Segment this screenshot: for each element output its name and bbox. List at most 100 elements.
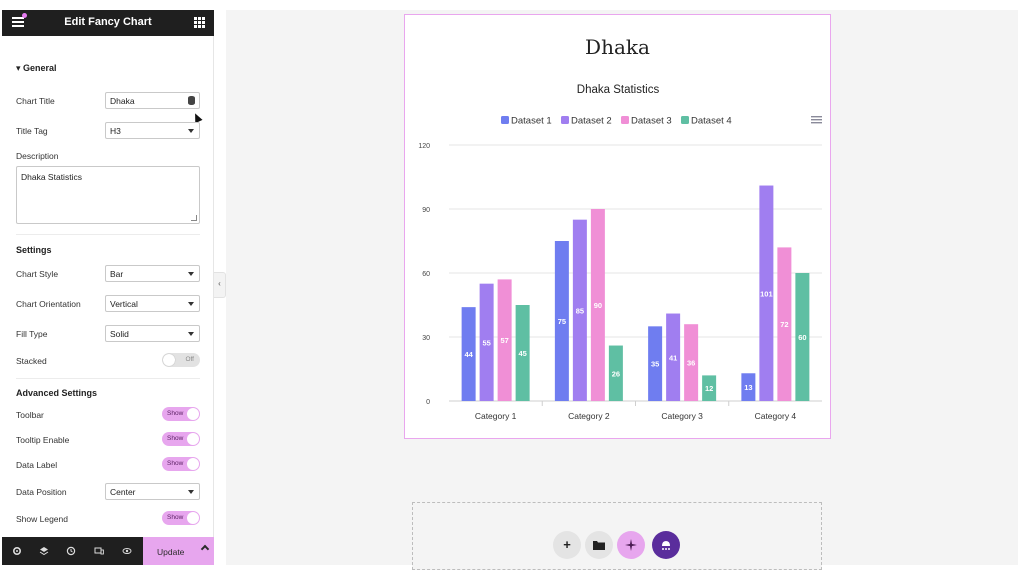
section-advanced: Advanced Settings bbox=[16, 388, 98, 398]
chart-style-label: Chart Style bbox=[16, 269, 59, 279]
tooltip-toggle[interactable]: Show bbox=[162, 432, 200, 446]
toolbar-label: Toolbar bbox=[16, 410, 44, 420]
data-label: 35 bbox=[651, 360, 659, 369]
chart-orientation-value: Vertical bbox=[110, 299, 138, 309]
bar bbox=[461, 307, 476, 401]
fill-type-label: Fill Type bbox=[16, 329, 48, 339]
chart-title: Dhaka Statistics bbox=[577, 84, 660, 96]
stacked-state: Off bbox=[185, 356, 194, 363]
y-tick-label: 90 bbox=[422, 207, 430, 214]
section-settings: Settings bbox=[16, 245, 52, 255]
panel-title: Edit Fancy Chart bbox=[64, 16, 152, 28]
y-tick-label: 60 bbox=[422, 271, 430, 278]
tooltip-label: Tooltip Enable bbox=[16, 435, 70, 445]
y-tick-label: 30 bbox=[422, 335, 430, 342]
chart-menu-icon bbox=[811, 119, 822, 121]
data-label-toggle[interactable]: Show bbox=[162, 457, 200, 471]
x-tick-label: Category 2 bbox=[568, 411, 610, 421]
stacked-toggle[interactable]: Off bbox=[162, 353, 200, 367]
x-tick-label: Category 1 bbox=[475, 411, 517, 421]
eye-icon[interactable] bbox=[122, 546, 132, 556]
toggle-knob bbox=[187, 458, 199, 470]
chart-menu-icon bbox=[811, 116, 822, 118]
sparkle-icon bbox=[625, 539, 637, 551]
data-label: 41 bbox=[669, 353, 677, 362]
bar bbox=[554, 241, 569, 401]
title-tag-select[interactable]: H3 bbox=[105, 122, 200, 139]
resize-handle-icon[interactable] bbox=[191, 215, 197, 221]
elementor-kit-button[interactable] bbox=[652, 531, 680, 559]
data-position-value: Center bbox=[110, 487, 136, 497]
legend-swatch bbox=[501, 116, 509, 124]
bar bbox=[795, 273, 810, 401]
add-section-dropzone[interactable] bbox=[412, 502, 822, 570]
fancy-chart-widget[interactable]: Dhaka Dhaka Statistics Dataset 1 Dataset 2… bbox=[404, 14, 831, 439]
y-tick-label: 120 bbox=[418, 143, 430, 150]
chart-title-value: Dhaka bbox=[110, 96, 135, 106]
ai-button[interactable] bbox=[617, 531, 645, 559]
section-general[interactable]: ▾ General bbox=[16, 63, 57, 73]
update-label: Update bbox=[157, 547, 185, 557]
grid-icon[interactable] bbox=[194, 17, 205, 28]
data-label-state: Show bbox=[167, 460, 184, 467]
divider bbox=[16, 378, 200, 379]
description-textarea[interactable]: Dhaka Statistics bbox=[16, 166, 200, 224]
bar bbox=[702, 375, 717, 401]
chart-title-input[interactable]: Dhaka bbox=[105, 92, 200, 109]
bar bbox=[608, 345, 623, 401]
bar bbox=[572, 219, 587, 401]
history-icon[interactable] bbox=[66, 546, 76, 556]
legend-swatch bbox=[561, 116, 569, 124]
show-legend-state: Show bbox=[167, 514, 184, 521]
add-section-button[interactable]: + bbox=[553, 531, 581, 559]
bar bbox=[759, 185, 774, 401]
data-label: 90 bbox=[594, 301, 602, 310]
data-position-select[interactable]: Center bbox=[105, 483, 200, 500]
fill-type-select[interactable]: Solid bbox=[105, 325, 200, 342]
data-label: 12 bbox=[705, 384, 713, 393]
show-legend-label: Show Legend bbox=[16, 514, 68, 524]
chart-orientation-label: Chart Orientation bbox=[16, 299, 81, 309]
bar bbox=[684, 324, 699, 401]
folder-icon bbox=[593, 541, 605, 550]
description-label: Description bbox=[16, 151, 59, 161]
bar bbox=[777, 247, 792, 401]
chevron-up-icon[interactable] bbox=[200, 544, 210, 554]
settings-icon[interactable] bbox=[12, 546, 22, 556]
database-icon[interactable] bbox=[188, 96, 195, 105]
x-tick-label: Category 4 bbox=[755, 411, 797, 421]
tooltip-state: Show bbox=[167, 435, 184, 442]
layers-icon[interactable] bbox=[39, 546, 49, 556]
bar bbox=[497, 279, 512, 401]
toggle-knob bbox=[187, 512, 199, 524]
bar-chart: Dhaka Statistics Dataset 1 Dataset 2 Datase… bbox=[418, 84, 822, 421]
chart-style-value: Bar bbox=[110, 269, 124, 279]
description-value: Dhaka Statistics bbox=[21, 172, 82, 182]
bar bbox=[666, 313, 681, 401]
add-template-button[interactable] bbox=[585, 531, 613, 559]
update-button[interactable]: Update bbox=[143, 537, 214, 565]
divider bbox=[16, 234, 200, 235]
data-label: 101 bbox=[760, 289, 773, 298]
collapse-panel-button[interactable]: ‹ bbox=[214, 272, 226, 298]
legend-swatch bbox=[621, 116, 629, 124]
bar bbox=[590, 209, 605, 401]
bar bbox=[741, 373, 756, 401]
bar bbox=[479, 283, 494, 401]
chart-orientation-select[interactable]: Vertical bbox=[105, 295, 200, 312]
y-tick-label: 0 bbox=[426, 399, 430, 406]
responsive-icon[interactable] bbox=[94, 546, 104, 556]
toolbar-toggle[interactable]: Show bbox=[162, 407, 200, 421]
title-tag-label: Title Tag bbox=[16, 126, 48, 136]
menu-icon[interactable] bbox=[12, 17, 24, 27]
chart-style-select[interactable]: Bar bbox=[105, 265, 200, 282]
data-label: 26 bbox=[612, 369, 620, 378]
show-legend-toggle[interactable]: Show bbox=[162, 511, 200, 525]
fill-type-value: Solid bbox=[110, 329, 129, 339]
section-general-label: General bbox=[23, 63, 57, 73]
data-label: 36 bbox=[687, 359, 695, 368]
legend-label: Dataset 2 bbox=[571, 116, 612, 127]
chart-menu-icon bbox=[811, 122, 822, 124]
chevron-left-icon: ‹ bbox=[218, 279, 221, 288]
data-label: 75 bbox=[558, 317, 566, 326]
